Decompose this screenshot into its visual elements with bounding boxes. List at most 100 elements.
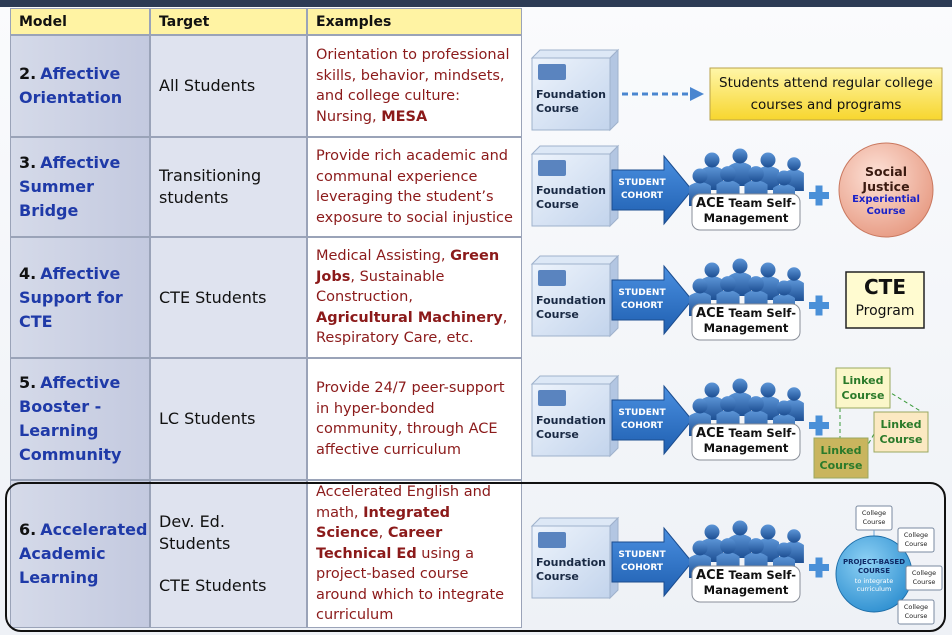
person-head — [787, 529, 801, 543]
model-number: 5. — [19, 373, 37, 392]
person-body — [729, 534, 751, 558]
example-run: Medical Assisting, — [316, 248, 451, 265]
foundation-top — [530, 375, 620, 385]
example-run: MESA — [381, 108, 428, 125]
person-head — [704, 382, 720, 398]
linked-course: Linked Course — [879, 418, 923, 446]
college-course: College Course — [903, 531, 929, 548]
person-head — [776, 170, 792, 186]
person-head — [776, 400, 792, 416]
model-number: 6. — [19, 520, 37, 539]
table-cell: Provide 24/7 peer-support in hyper-bonde… — [307, 358, 522, 480]
team-lead: ACE — [696, 196, 725, 211]
cohort-label: STUDENT COHORT — [618, 178, 666, 201]
person-head — [692, 398, 708, 414]
person-head — [732, 520, 748, 536]
college-course: College Course — [861, 509, 887, 526]
team-lead: ACE — [696, 426, 725, 441]
link-lines — [839, 389, 923, 449]
person-head — [776, 542, 792, 558]
model-text: 2. Affective Orientation — [19, 62, 141, 110]
person-head — [720, 166, 736, 182]
result-text: Students attend regular college courses … — [719, 75, 933, 113]
linked-course-box — [813, 437, 869, 479]
person-head — [720, 396, 736, 412]
example-run: Provide 24/7 peer-support in hyper-bonde… — [316, 380, 505, 458]
foundation-top — [530, 145, 620, 155]
example-run: Accelerated English and math, — [316, 484, 491, 521]
target: LC Students — [159, 409, 256, 428]
foundation-label: Foundation Course — [536, 414, 607, 441]
person-head — [748, 396, 764, 412]
header-cell: Target — [150, 8, 307, 35]
model-number: 3. — [19, 153, 37, 172]
example-run: , Respiratory Care, etc. — [316, 309, 508, 347]
foundation-label: Foundation Course — [536, 184, 607, 211]
person-head — [748, 538, 764, 554]
foundation-logo — [538, 532, 566, 548]
foundation-top — [530, 49, 620, 59]
table-cell: 2. Affective Orientation — [10, 35, 150, 137]
person-head — [732, 378, 748, 394]
college-course-box — [855, 505, 893, 531]
team-label: ACE Team Self-Management — [692, 568, 800, 598]
college-course-box — [897, 527, 935, 553]
person-head — [704, 152, 720, 168]
person-head — [732, 148, 748, 164]
header-text: Model — [19, 13, 67, 30]
plus-v — [815, 185, 823, 206]
table-cell: Provide rich academic and communal exper… — [307, 137, 522, 237]
table-cell: All Students — [150, 35, 307, 137]
example-run: Integrated Science — [316, 504, 451, 542]
examples-text: Provide rich academic and communal exper… — [316, 146, 513, 228]
person-head — [692, 278, 708, 294]
examples-text: Medical Assisting, Green Jobs, Sustainab… — [316, 246, 513, 349]
cohort-label: STUDENT COHORT — [618, 550, 666, 573]
team-box — [691, 565, 801, 603]
header-cell: Examples — [307, 8, 522, 35]
team-label: ACE Team Self-Management — [692, 306, 800, 336]
example-run: Green Jobs — [316, 248, 500, 285]
foundation-top — [530, 255, 620, 265]
person-head — [692, 540, 708, 556]
cohort-label: STUDENT COHORT — [618, 408, 666, 431]
linked-course: Linked Course — [819, 444, 863, 472]
target: All Students — [159, 76, 256, 95]
person-body — [729, 272, 751, 296]
table-cell: 5. Affective Booster - Learning Community — [10, 358, 150, 480]
target-text: Dev. Ed. Students CTE Students — [159, 511, 298, 597]
person-head — [760, 262, 776, 278]
foundation-label: Foundation Course — [536, 294, 607, 321]
cohort-arrow — [611, 526, 693, 598]
model-text: 3. Affective Summer Bridge — [19, 151, 141, 223]
header-text: Examples — [316, 13, 392, 30]
cohort-arrow — [611, 264, 693, 336]
person-head — [692, 168, 708, 184]
model-text: 4. Affective Support for CTE — [19, 262, 141, 334]
person-head — [776, 280, 792, 296]
college-course: College Course — [911, 569, 937, 586]
model-name: Affective Summer Bridge — [19, 153, 121, 220]
target: CTE Students — [159, 287, 267, 307]
table-cell: CTE Students — [150, 237, 307, 358]
foundation-logo — [538, 390, 566, 406]
table-cell: 6. Accelerated Academic Learning — [10, 480, 150, 628]
linked-course: Linked Course — [841, 374, 885, 402]
person-head — [704, 524, 720, 540]
plus-v — [815, 415, 823, 436]
cohort-arrow — [611, 384, 693, 456]
team-lead: ACE — [696, 568, 725, 583]
model-number: 2. — [19, 64, 37, 83]
person-head — [748, 166, 764, 182]
example-run: , Sustainable Construction, — [316, 268, 445, 306]
target-text: LC Students — [159, 408, 256, 430]
foundation-logo — [538, 64, 566, 80]
team-box — [691, 193, 801, 231]
person-head — [787, 387, 801, 401]
foundation-logo — [538, 270, 566, 286]
person-body — [729, 392, 751, 416]
person-head — [760, 382, 776, 398]
model-name: Affective Support for CTE — [19, 263, 123, 331]
